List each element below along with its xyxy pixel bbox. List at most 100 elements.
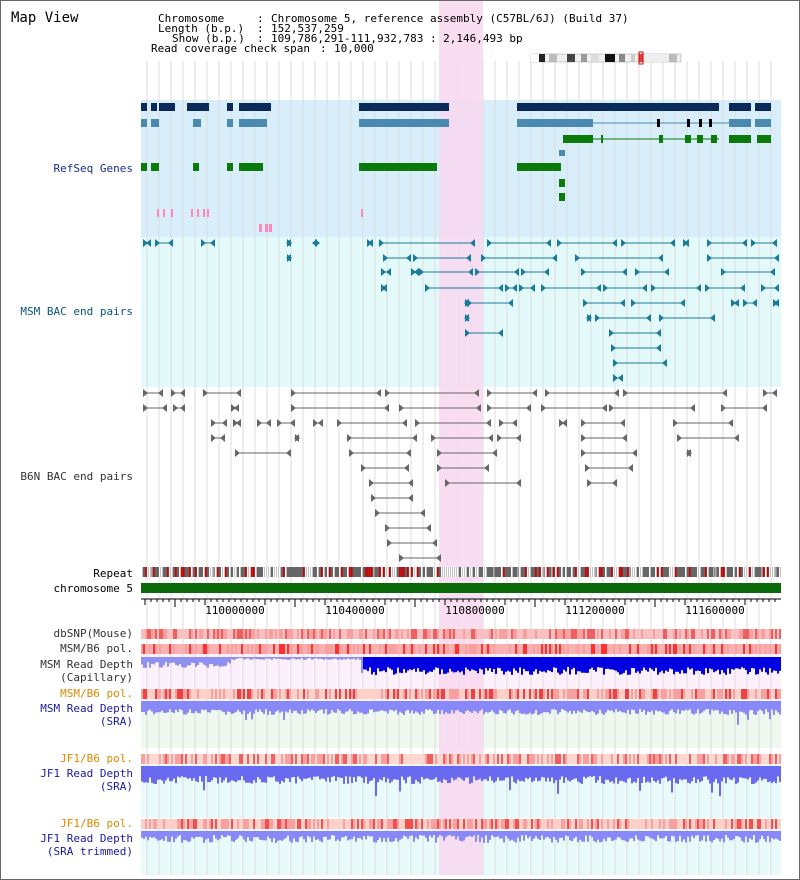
depth-bar bbox=[331, 701, 333, 711]
heat-cell bbox=[653, 819, 655, 829]
depth-bar bbox=[529, 701, 531, 713]
heat-cell bbox=[723, 754, 725, 764]
depth-bar bbox=[247, 766, 249, 783]
heat-cell bbox=[661, 629, 663, 639]
heat-cell bbox=[445, 754, 447, 764]
depth-bar bbox=[645, 657, 647, 671]
heat-cell bbox=[691, 754, 693, 764]
depth-bar bbox=[631, 657, 633, 669]
depth-bar bbox=[167, 657, 169, 667]
repeat-element bbox=[247, 567, 249, 577]
heat-cell bbox=[423, 689, 425, 699]
heat-cell bbox=[291, 644, 293, 654]
heat-cell bbox=[399, 819, 401, 829]
depth-bar bbox=[571, 831, 573, 842]
depth-bar bbox=[505, 701, 507, 714]
heat-cell bbox=[165, 819, 167, 829]
heat-cell bbox=[399, 629, 401, 639]
msm-bac-pair-end bbox=[603, 284, 608, 292]
heat-cell bbox=[257, 629, 259, 639]
heat-cell bbox=[543, 629, 545, 639]
heat-cell bbox=[751, 644, 753, 654]
heat-cell bbox=[427, 754, 429, 764]
depth-bar bbox=[149, 701, 151, 710]
depth-bar bbox=[441, 766, 443, 783]
heat-cell bbox=[203, 819, 205, 829]
heat-cell bbox=[579, 629, 581, 639]
depth-bar bbox=[777, 766, 779, 777]
heat-cell bbox=[435, 689, 437, 699]
depth-bar bbox=[545, 701, 547, 713]
heat-cell bbox=[735, 754, 737, 764]
heat-cell bbox=[453, 644, 455, 654]
depth-bar bbox=[647, 701, 649, 712]
heat-cell bbox=[649, 629, 651, 639]
depth-bar bbox=[285, 766, 287, 778]
depth-bar bbox=[675, 701, 677, 714]
repeat-element bbox=[555, 567, 557, 577]
heat-cell bbox=[703, 689, 705, 699]
heat-cell bbox=[261, 819, 263, 829]
msm-bac-pair-end bbox=[734, 299, 739, 307]
track-label-msm-bac[interactable]: MSM BAC end pairs bbox=[20, 305, 133, 318]
heat-cell bbox=[693, 629, 695, 639]
heat-cell bbox=[737, 689, 739, 699]
heat-cell bbox=[297, 689, 299, 699]
heat-cell bbox=[717, 629, 719, 639]
depth-bar bbox=[585, 657, 587, 673]
heat-cell bbox=[777, 644, 779, 654]
depth-bar bbox=[737, 766, 739, 783]
heat-cell bbox=[327, 689, 329, 699]
heat-cell bbox=[767, 754, 769, 764]
heat-cell bbox=[343, 689, 345, 699]
heat-cell bbox=[305, 629, 307, 639]
pink-feature bbox=[207, 209, 209, 217]
heat-cell bbox=[727, 754, 729, 764]
depth-bar bbox=[479, 831, 481, 843]
heat-cell bbox=[369, 819, 371, 829]
heat-cell bbox=[219, 629, 221, 639]
depth-bar bbox=[245, 657, 247, 659]
heat-cell bbox=[225, 689, 227, 699]
repeat-element bbox=[699, 567, 701, 577]
gene-exon bbox=[517, 119, 593, 127]
repeat-element bbox=[141, 567, 143, 577]
heat-cell bbox=[529, 644, 531, 654]
depth-bar bbox=[773, 657, 775, 671]
depth-bar bbox=[317, 831, 319, 840]
b6n-bac-pair-end bbox=[763, 389, 768, 397]
depth-bar bbox=[171, 831, 173, 837]
heat-cell bbox=[343, 819, 345, 829]
heat-cell bbox=[703, 629, 705, 639]
msm-bac-pair-end bbox=[586, 314, 591, 322]
msm-bac-pair-end bbox=[481, 254, 486, 262]
gene-exon bbox=[755, 103, 771, 111]
heat-cell bbox=[587, 819, 589, 829]
depth-bar bbox=[351, 766, 353, 783]
depth-bar bbox=[721, 831, 723, 839]
track-label-refseq-genes[interactable]: RefSeq Genes bbox=[53, 162, 133, 175]
heat-cell bbox=[499, 629, 501, 639]
heat-cell bbox=[617, 629, 619, 639]
heat-cell bbox=[433, 819, 435, 829]
heat-cell bbox=[669, 629, 671, 639]
depth-bar bbox=[159, 766, 161, 780]
msm-bac-pair-end bbox=[612, 239, 617, 247]
heat-cell bbox=[675, 689, 677, 699]
heat-cell bbox=[683, 629, 685, 639]
depth-bar bbox=[715, 831, 717, 839]
depth-bar bbox=[635, 701, 637, 714]
depth-bar bbox=[473, 701, 475, 711]
heat-cell bbox=[673, 754, 675, 764]
heat-cell bbox=[247, 629, 249, 639]
heat-cell bbox=[191, 819, 193, 829]
track-label-b6n-bac[interactable]: B6N BAC end pairs bbox=[20, 470, 133, 483]
heat-cell bbox=[565, 689, 567, 699]
depth-bar bbox=[449, 657, 451, 669]
heat-cell bbox=[609, 754, 611, 764]
repeat-element bbox=[629, 567, 631, 577]
heat-cell bbox=[625, 644, 627, 654]
depth-bar bbox=[575, 766, 577, 779]
depth-bar bbox=[325, 831, 327, 837]
